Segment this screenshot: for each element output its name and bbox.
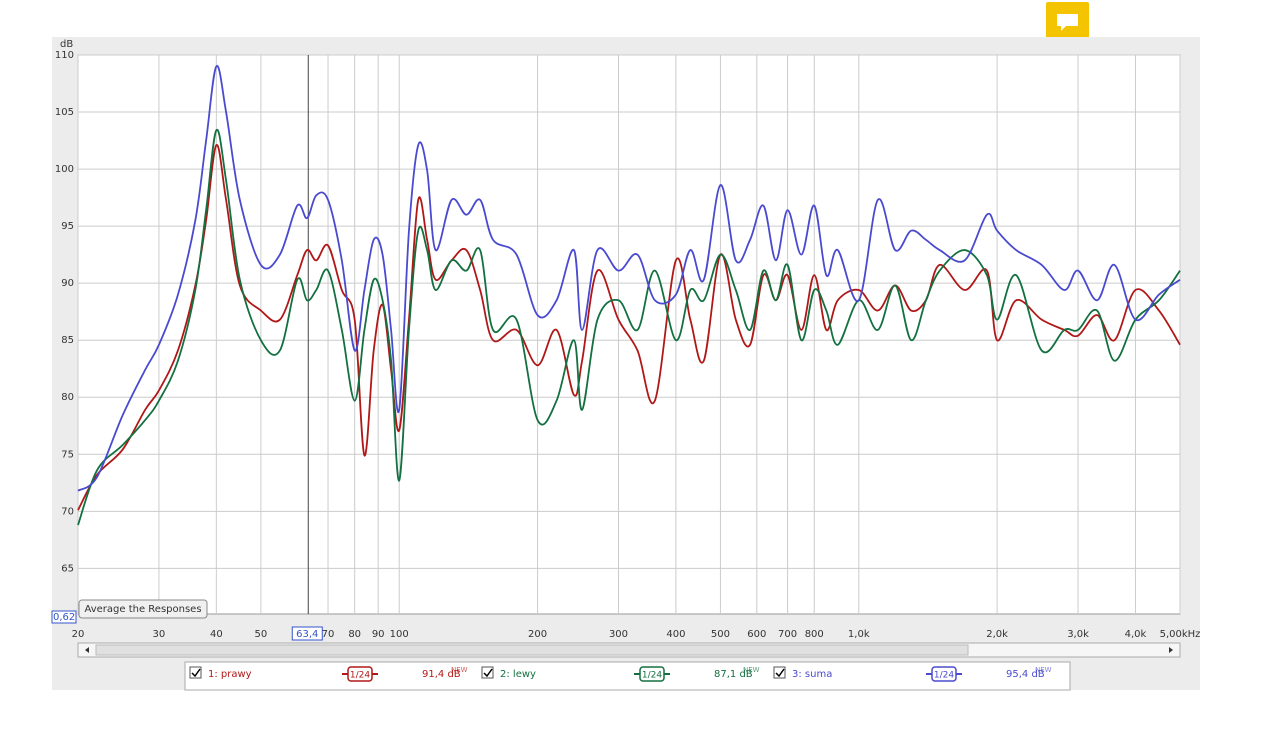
legend-badge: NEW: [1035, 666, 1052, 674]
legend-level: 91,4 dB: [422, 669, 461, 680]
range-box: [51, 610, 77, 624]
legend-checkbox[interactable]: [773, 666, 786, 679]
y-axis-label: dB: [60, 39, 73, 50]
x-tick-label: 400: [666, 629, 685, 640]
legend-level: 95,4 dB: [1006, 669, 1045, 680]
series-line: [77, 144, 1181, 511]
comment-glyph: [1057, 14, 1078, 31]
average-button-label: Average the Responses: [84, 604, 201, 615]
check-mark: [483, 668, 493, 678]
series-line: [77, 129, 1181, 526]
y-tick-label: 110: [55, 50, 74, 61]
x-tick-label: 100: [390, 629, 409, 640]
x-tick-label: 80: [348, 629, 361, 640]
y-tick-label: 65: [61, 563, 74, 574]
legend: [184, 661, 1071, 691]
y-tick-label: 95: [61, 221, 74, 232]
x-tick-label: 30: [153, 629, 166, 640]
legend-level: 87,1 dB: [714, 669, 753, 680]
range-label: 0,62: [53, 612, 75, 623]
check-mark: [775, 668, 785, 678]
x-tick-label: 800: [805, 629, 824, 640]
y-tick-label: 105: [55, 107, 74, 118]
x-tick-label: 300: [609, 629, 628, 640]
average-button[interactable]: [78, 599, 208, 619]
scroll-thumb[interactable]: [95, 644, 969, 656]
legend-checkbox[interactable]: [189, 666, 202, 679]
y-tick-label: 85: [61, 335, 74, 346]
legend-checkbox[interactable]: [481, 666, 494, 679]
y-tick-label: 70: [61, 506, 74, 517]
series-line: [77, 65, 1181, 492]
x-tick-label: 3,0k: [1067, 629, 1089, 640]
x-tick-label: 2,0k: [986, 629, 1008, 640]
smoothing-label: 1/24: [642, 671, 662, 681]
plot-area: [77, 54, 1181, 615]
y-tick-label: 75: [61, 449, 74, 460]
x-tick-label: 500: [711, 629, 730, 640]
y-tick-label: 80: [61, 392, 74, 403]
smoothing-box: [347, 666, 373, 682]
cursor-label: 63,4: [296, 629, 318, 640]
legend-badge: NEW: [743, 666, 760, 674]
legend-name: 2: lewy: [500, 669, 536, 680]
x-tick-label: 200: [528, 629, 547, 640]
cursor-box: [291, 626, 323, 641]
smoothing-label: 1/24: [350, 671, 370, 681]
x-tick-label: 700: [778, 629, 797, 640]
x-tick-label: 40: [210, 629, 223, 640]
y-tick-label: 100: [55, 164, 74, 175]
x-tick-label: 600: [747, 629, 766, 640]
x-tick-label: 5,00kHz: [1160, 629, 1201, 640]
x-tick-label: 50: [255, 629, 268, 640]
smoothing-box: [931, 666, 957, 682]
x-tick-label: 4,0k: [1125, 629, 1147, 640]
y-tick-label: 90: [61, 278, 74, 289]
x-tick-label: 90: [372, 629, 385, 640]
check-mark: [191, 668, 201, 678]
smoothing-label: 1/24: [934, 671, 954, 681]
legend-badge: NEW: [451, 666, 468, 674]
smoothing-box: [639, 666, 665, 682]
legend-name: 3: suma: [792, 669, 832, 680]
x-tick-label: 1,0k: [848, 629, 870, 640]
legend-name: 1: prawy: [208, 669, 252, 680]
x-tick-label: 20: [72, 629, 85, 640]
x-tick-label: 70: [322, 629, 335, 640]
